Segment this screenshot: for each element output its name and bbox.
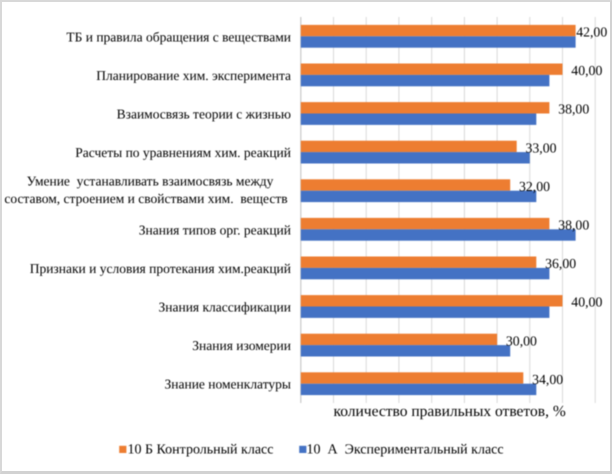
svg-text:38,00: 38,00 [558,102,589,117]
svg-text:ТБ и правила обращения с вещес: ТБ и правила обращения с веществами [66,29,291,44]
svg-text:38,00: 38,00 [558,218,589,233]
svg-text:Признаки и условия протекания: Признаки и условия протекания хим.реакци… [30,261,291,276]
svg-text:32,00: 32,00 [519,179,550,194]
svg-text:Взаимосвязь теории с жизнью: Взаимосвязь теории с жизнью [117,107,291,122]
svg-text:Расчеты по уравнениям хим. реа: Расчеты по уравнениям хим. реакций [75,145,291,160]
svg-text:Знания изомерии: Знания изомерии [192,338,291,353]
svg-text:10 Б Контрольный класс: 10 Б Контрольный класс [128,443,274,458]
svg-text:Знание номенклатуры: Знание номенклатуры [164,377,291,392]
svg-text:30,00: 30,00 [506,333,537,348]
svg-text:составом, строением и свойства: составом, строением и свойствами хим. ве… [4,191,287,206]
svg-text:Знания классификации: Знания классификации [158,300,291,315]
svg-text:40,00: 40,00 [571,63,602,78]
svg-text:42,00: 42,00 [576,25,607,40]
svg-text:36,00: 36,00 [545,256,576,271]
svg-text:Знания типов орг. реакций: Знания типов орг. реакций [139,222,291,237]
svg-text:40,00: 40,00 [571,295,602,310]
svg-text:34,00: 34,00 [532,372,563,387]
svg-text:количество правильных ответов,: количество правильных ответов, % [333,403,565,420]
svg-text:10 А Экспериментальный класс: 10 А Экспериментальный класс [307,443,504,458]
svg-text:Планирование хим. эксперимента: Планирование хим. эксперимента [96,68,291,83]
svg-text:33,00: 33,00 [526,140,557,155]
svg-text:Умение устанавливать взаимосв: Умение устанавливать взаимосвязь между [27,173,274,188]
